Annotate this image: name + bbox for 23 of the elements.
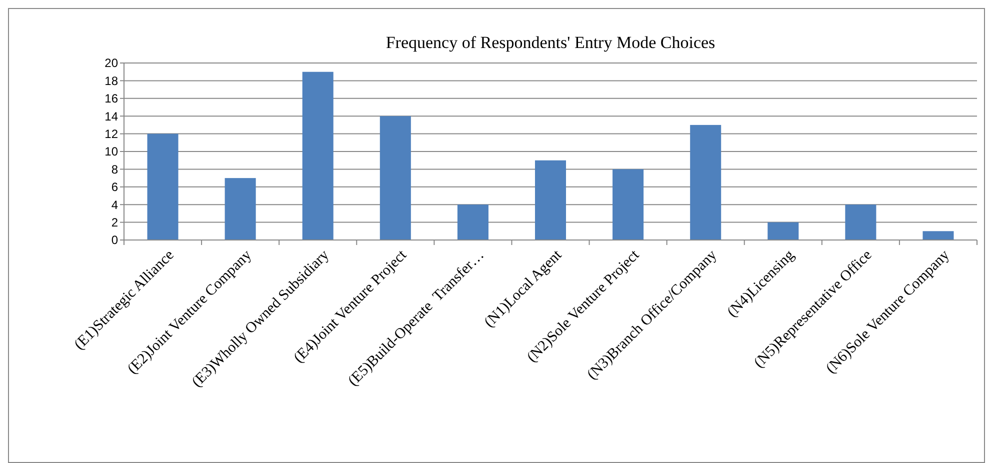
bar [224,178,256,240]
bar [612,169,644,240]
bar [147,134,178,240]
y-tick-label: 14 [104,109,118,124]
chart-title: Frequency of Respondents' Entry Mode Choices [386,33,716,52]
bar [845,204,876,240]
y-tick-label: 16 [104,92,118,106]
y-tick-label: 10 [104,144,118,159]
y-tick-label: 18 [104,74,118,88]
y-tick-label: 20 [104,56,118,70]
bar [457,204,488,240]
bar [534,160,566,240]
y-tick-label: 6 [111,180,118,194]
bar [690,124,722,240]
y-tick-label: 2 [111,216,118,230]
bar [768,222,799,240]
y-tick-label: 4 [111,198,118,212]
y-tick-label: 0 [111,233,118,248]
bar [380,116,411,240]
y-tick-label: 12 [104,127,118,141]
bar [922,231,954,240]
y-tick-label: 8 [111,162,118,176]
bar [302,72,334,240]
